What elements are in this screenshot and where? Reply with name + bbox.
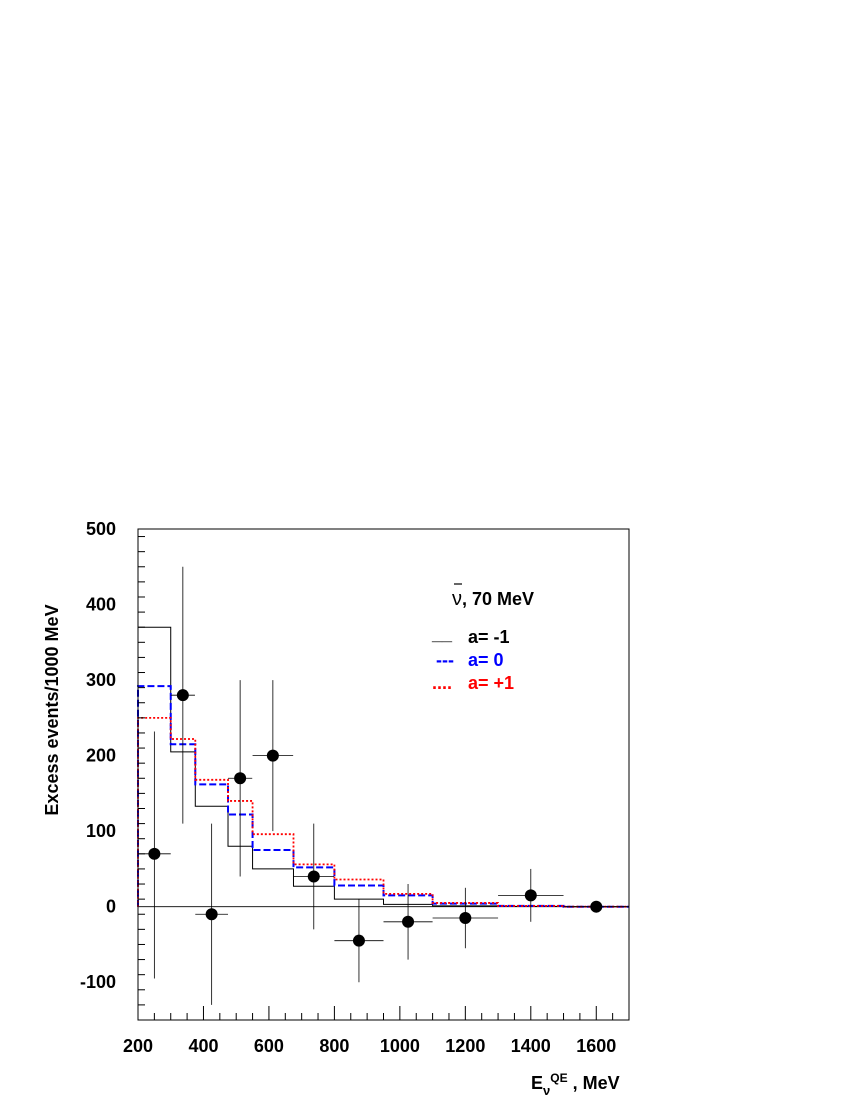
data-marker (524, 889, 537, 902)
x-tick-label: 1000 (380, 1036, 420, 1056)
y-tick-label: 500 (86, 519, 116, 539)
x-tick-label: 600 (254, 1036, 284, 1056)
data-point-9 (498, 868, 564, 922)
y-tick-label: 0 (106, 897, 116, 917)
plot-area (137, 566, 629, 1005)
y-axis-title: Excess events/1000 MeV (42, 604, 62, 815)
data-point-4 (252, 680, 294, 832)
axes: 200 400 600 800 1000 1200 1400 1600 -100 0 100 200 3… (80, 519, 630, 1056)
legend-label-a-minus1: a= -1 (468, 627, 510, 647)
legend-marker-a-minus1: __ (431, 624, 453, 644)
x-tick-label: 1200 (445, 1036, 485, 1056)
legend-label-a-0: a= 0 (468, 650, 504, 670)
data-point-7 (383, 884, 433, 960)
y-tick-label: 200 (86, 746, 116, 766)
data-marker (205, 908, 218, 921)
x-axis-title-sup: QE (550, 1071, 567, 1085)
annotation-text: ν, 70 MeV (452, 588, 534, 610)
data-marker (307, 870, 320, 883)
legend-marker-a-plus1: .... (432, 673, 452, 693)
data-marker (234, 772, 247, 785)
annotation: ν, 70 MeV (452, 583, 534, 610)
y-tick-label: 400 (86, 595, 116, 615)
data-point-8 (432, 887, 499, 949)
x-tick-label: 800 (319, 1036, 349, 1056)
x-tick-label: 200 (123, 1036, 153, 1056)
annotation-symbol: ν (452, 588, 462, 610)
data-marker (266, 749, 279, 762)
x-axis-title-unit: , MeV (568, 1073, 620, 1093)
legend-marker-a-0: --- (436, 650, 454, 670)
data-point-1 (170, 566, 195, 824)
x-tick-label: 400 (188, 1036, 218, 1056)
data-marker (402, 915, 415, 928)
x-axis-title: EνQE , MeV (531, 1071, 620, 1098)
x-axis-title-sub: ν (543, 1083, 550, 1098)
annotation-label: , 70 MeV (462, 589, 534, 609)
data-point-0 (138, 731, 171, 979)
x-tick-label: 1400 (511, 1036, 551, 1056)
data-marker (352, 934, 365, 947)
data-point-3 (228, 680, 253, 877)
data-marker (590, 900, 603, 913)
data-marker (148, 847, 161, 860)
y-tick-label: 300 (86, 670, 116, 690)
data-point-6 (334, 899, 384, 983)
legend-label-a-plus1: a= +1 (468, 673, 514, 693)
data-point-5 (293, 823, 335, 930)
y-tick-label: -100 (80, 972, 116, 992)
y-tick-label: 100 (86, 821, 116, 841)
legend: __ a= -1 --- a= 0 .... a= +1 (431, 624, 514, 693)
data-point-10 (563, 900, 629, 913)
x-axis-title-main: E (531, 1073, 543, 1093)
data-point-2 (195, 823, 229, 1005)
x-tick-label: 1600 (576, 1036, 616, 1056)
data-marker (176, 689, 189, 702)
data-marker (459, 912, 472, 925)
